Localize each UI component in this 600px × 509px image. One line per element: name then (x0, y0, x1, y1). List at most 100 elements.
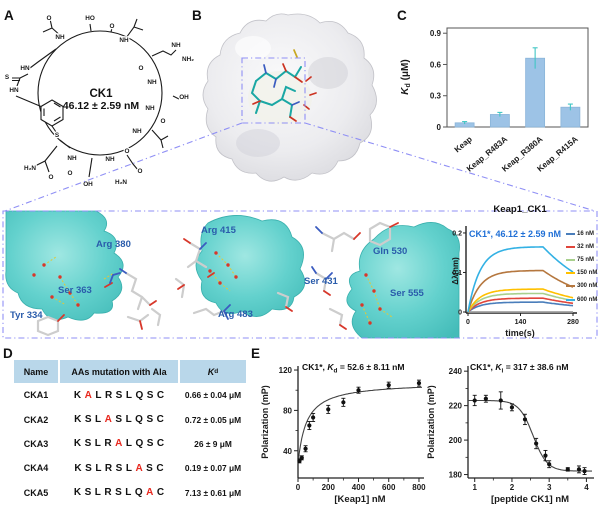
residue-letter: C (156, 487, 165, 499)
residue-letter: S (115, 414, 123, 426)
panel-a-label: A (4, 8, 14, 23)
tick-label: 400 (352, 483, 366, 492)
data-point (303, 446, 308, 451)
fp-competition-title: CK1*, Ki = 317 ± 38.6 nM (470, 362, 569, 375)
cell-kd: 7.13 ± 0.61 μM (184, 487, 242, 498)
residue-letter: R (104, 462, 113, 474)
table-row: CKA3 K S L R A L Q S C 26 ± 9 μM (14, 432, 246, 456)
cell-name: CKA4 (23, 463, 49, 474)
data-point (534, 441, 539, 446)
mutated-residue: A (115, 438, 123, 450)
header-name: Name (14, 360, 58, 383)
mutated-residue: A (104, 414, 112, 426)
tick-label: 140 (515, 319, 527, 326)
residue-letter: R (104, 438, 112, 450)
residue-letter: S (115, 487, 122, 499)
residue-letter: C (156, 438, 165, 450)
atom-label: NH (145, 105, 155, 112)
table-row: CKA4 K S L R S L A S C 0.19 ± 0.07 μM (14, 456, 246, 480)
residue-letter: K (73, 438, 82, 450)
residue-letter: S (84, 438, 92, 450)
tick-label: 0.2 (452, 230, 462, 237)
residue-letter: K (73, 487, 82, 499)
tick-label: 0 (458, 310, 462, 317)
residue-letter: C (156, 462, 164, 474)
legend-swatch (566, 298, 575, 301)
protein-surface-patch (346, 222, 460, 339)
tick-label: 0 (437, 123, 442, 132)
data-point (311, 415, 316, 420)
x-axis-label: [peptide CK1] nM (491, 494, 569, 505)
tick-label: 240 (449, 367, 463, 376)
residue-label-ser555: Ser 555 (390, 288, 424, 299)
x-axis-label: time(s) (505, 328, 535, 338)
data-point (416, 381, 422, 386)
atom-label: NH (171, 42, 181, 49)
atom-label: NH₂ (182, 56, 194, 63)
atom-label: H₂N (24, 165, 36, 172)
tick-label: 220 (449, 402, 463, 411)
cell-kd: 0.19 ± 0.07 μM (184, 463, 242, 474)
data-point (582, 469, 587, 474)
data-point (307, 423, 312, 428)
residue-label-arg415: Arg 415 (201, 225, 236, 236)
mutated-residue: A (146, 487, 154, 499)
bars (454, 47, 581, 128)
panel-b-label: B (192, 8, 202, 23)
tick-label: 0.9 (430, 29, 442, 38)
y-axis-label: Δλ(nm) (451, 257, 460, 285)
peptide-name-block: CK1 46.12 ± 2.59 nM (31, 88, 171, 112)
atom-label: O (110, 23, 115, 30)
tick-label: 600 (382, 483, 396, 492)
cell-name: CKA5 (23, 487, 49, 498)
peptide-affinity: 46.12 ± 2.59 nM (62, 100, 140, 112)
peptide-name: CK1 (89, 88, 113, 100)
residue-letter: Q (135, 389, 144, 401)
cell-kd: 26 ± 9 μM (194, 438, 232, 449)
residue-letter: L (95, 462, 102, 474)
cell-kd: 0.72 ± 0.05 μM (184, 414, 242, 425)
tick-label: 2 (510, 483, 515, 492)
residue-letter: L (95, 414, 102, 426)
residue-letter: Q (134, 487, 143, 499)
data-point (356, 388, 361, 393)
tick-label: 4 (584, 483, 589, 492)
data-point (509, 405, 515, 410)
legend-entry: 600 nM (566, 293, 597, 306)
tick-label: 1 (472, 483, 477, 492)
panel-d-label: D (3, 346, 13, 361)
data-point (341, 400, 346, 405)
sensorgram-curve (467, 301, 574, 313)
atom-label: NH (105, 156, 115, 163)
residue-letter: L (94, 438, 101, 450)
legend-swatch (566, 258, 575, 261)
bli-annotation: CK1*, 46.12 ± 2.59 nM (469, 229, 561, 239)
legend-entry: 300 nM (566, 280, 597, 293)
tick-label: 0.3 (430, 92, 442, 101)
bli-legend: 16 nM 32 nM 75 nM 150 nM 300 nM 600 nM (566, 227, 597, 306)
table-row: CKA5 K S L R S L Q A C 7.13 ± 0.61 μM (14, 481, 246, 505)
mutated-residue: A (135, 462, 143, 474)
cell-name: CKA1 (23, 390, 49, 401)
residue-letter: L (125, 438, 132, 450)
residue-letter: K (74, 462, 82, 474)
residue-letter: S (85, 462, 92, 474)
atom-label: O (49, 174, 54, 181)
atom-label: O (161, 118, 166, 125)
atom-label: NH (55, 34, 65, 41)
legend-swatch (566, 285, 575, 288)
atom-label: NH (67, 155, 77, 162)
x-axis-label: [Keap1] nM (334, 494, 385, 505)
atom-label: OH (83, 181, 93, 188)
atom-label: O (68, 170, 73, 177)
atom-label: S (5, 74, 10, 81)
legend-entry: 16 nM (566, 227, 597, 240)
data-point (565, 467, 570, 472)
atom-label: HO (85, 15, 95, 22)
data-point (522, 417, 528, 422)
